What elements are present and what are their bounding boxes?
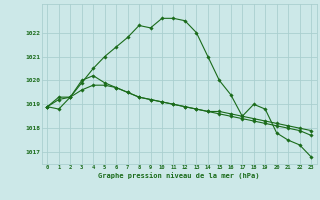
X-axis label: Graphe pression niveau de la mer (hPa): Graphe pression niveau de la mer (hPa) — [99, 172, 260, 179]
